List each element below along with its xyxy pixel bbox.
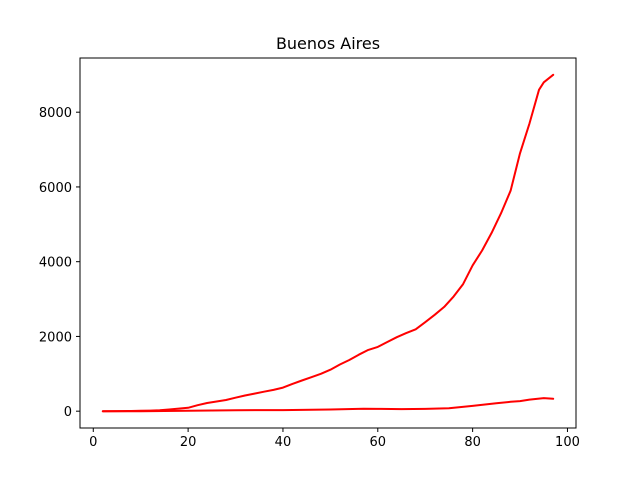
x-tick-label: 40	[275, 435, 292, 450]
y-tick-label: 0	[64, 405, 72, 420]
series-line-2	[101, 397, 555, 413]
series-line-1	[101, 73, 555, 413]
y-tick-label: 4000	[39, 256, 72, 271]
x-tick-label: 80	[464, 435, 481, 450]
x-tick-label: 100	[555, 435, 580, 450]
x-tick-label: 60	[370, 435, 387, 450]
chart-title: Buenos Aires	[276, 34, 380, 53]
plot-frame	[79, 57, 577, 429]
x-axis-ticks: 0 20 40 60 80 100	[89, 428, 580, 450]
y-tick-label: 6000	[39, 181, 72, 196]
x-tick-label: 0	[89, 435, 97, 450]
y-axis-ticks: 0 2000 4000 6000 8000	[39, 106, 80, 420]
y-tick-label: 8000	[39, 106, 72, 121]
y-tick-label: 2000	[39, 330, 72, 345]
x-tick-label: 20	[180, 435, 197, 450]
series-layer	[101, 73, 555, 413]
